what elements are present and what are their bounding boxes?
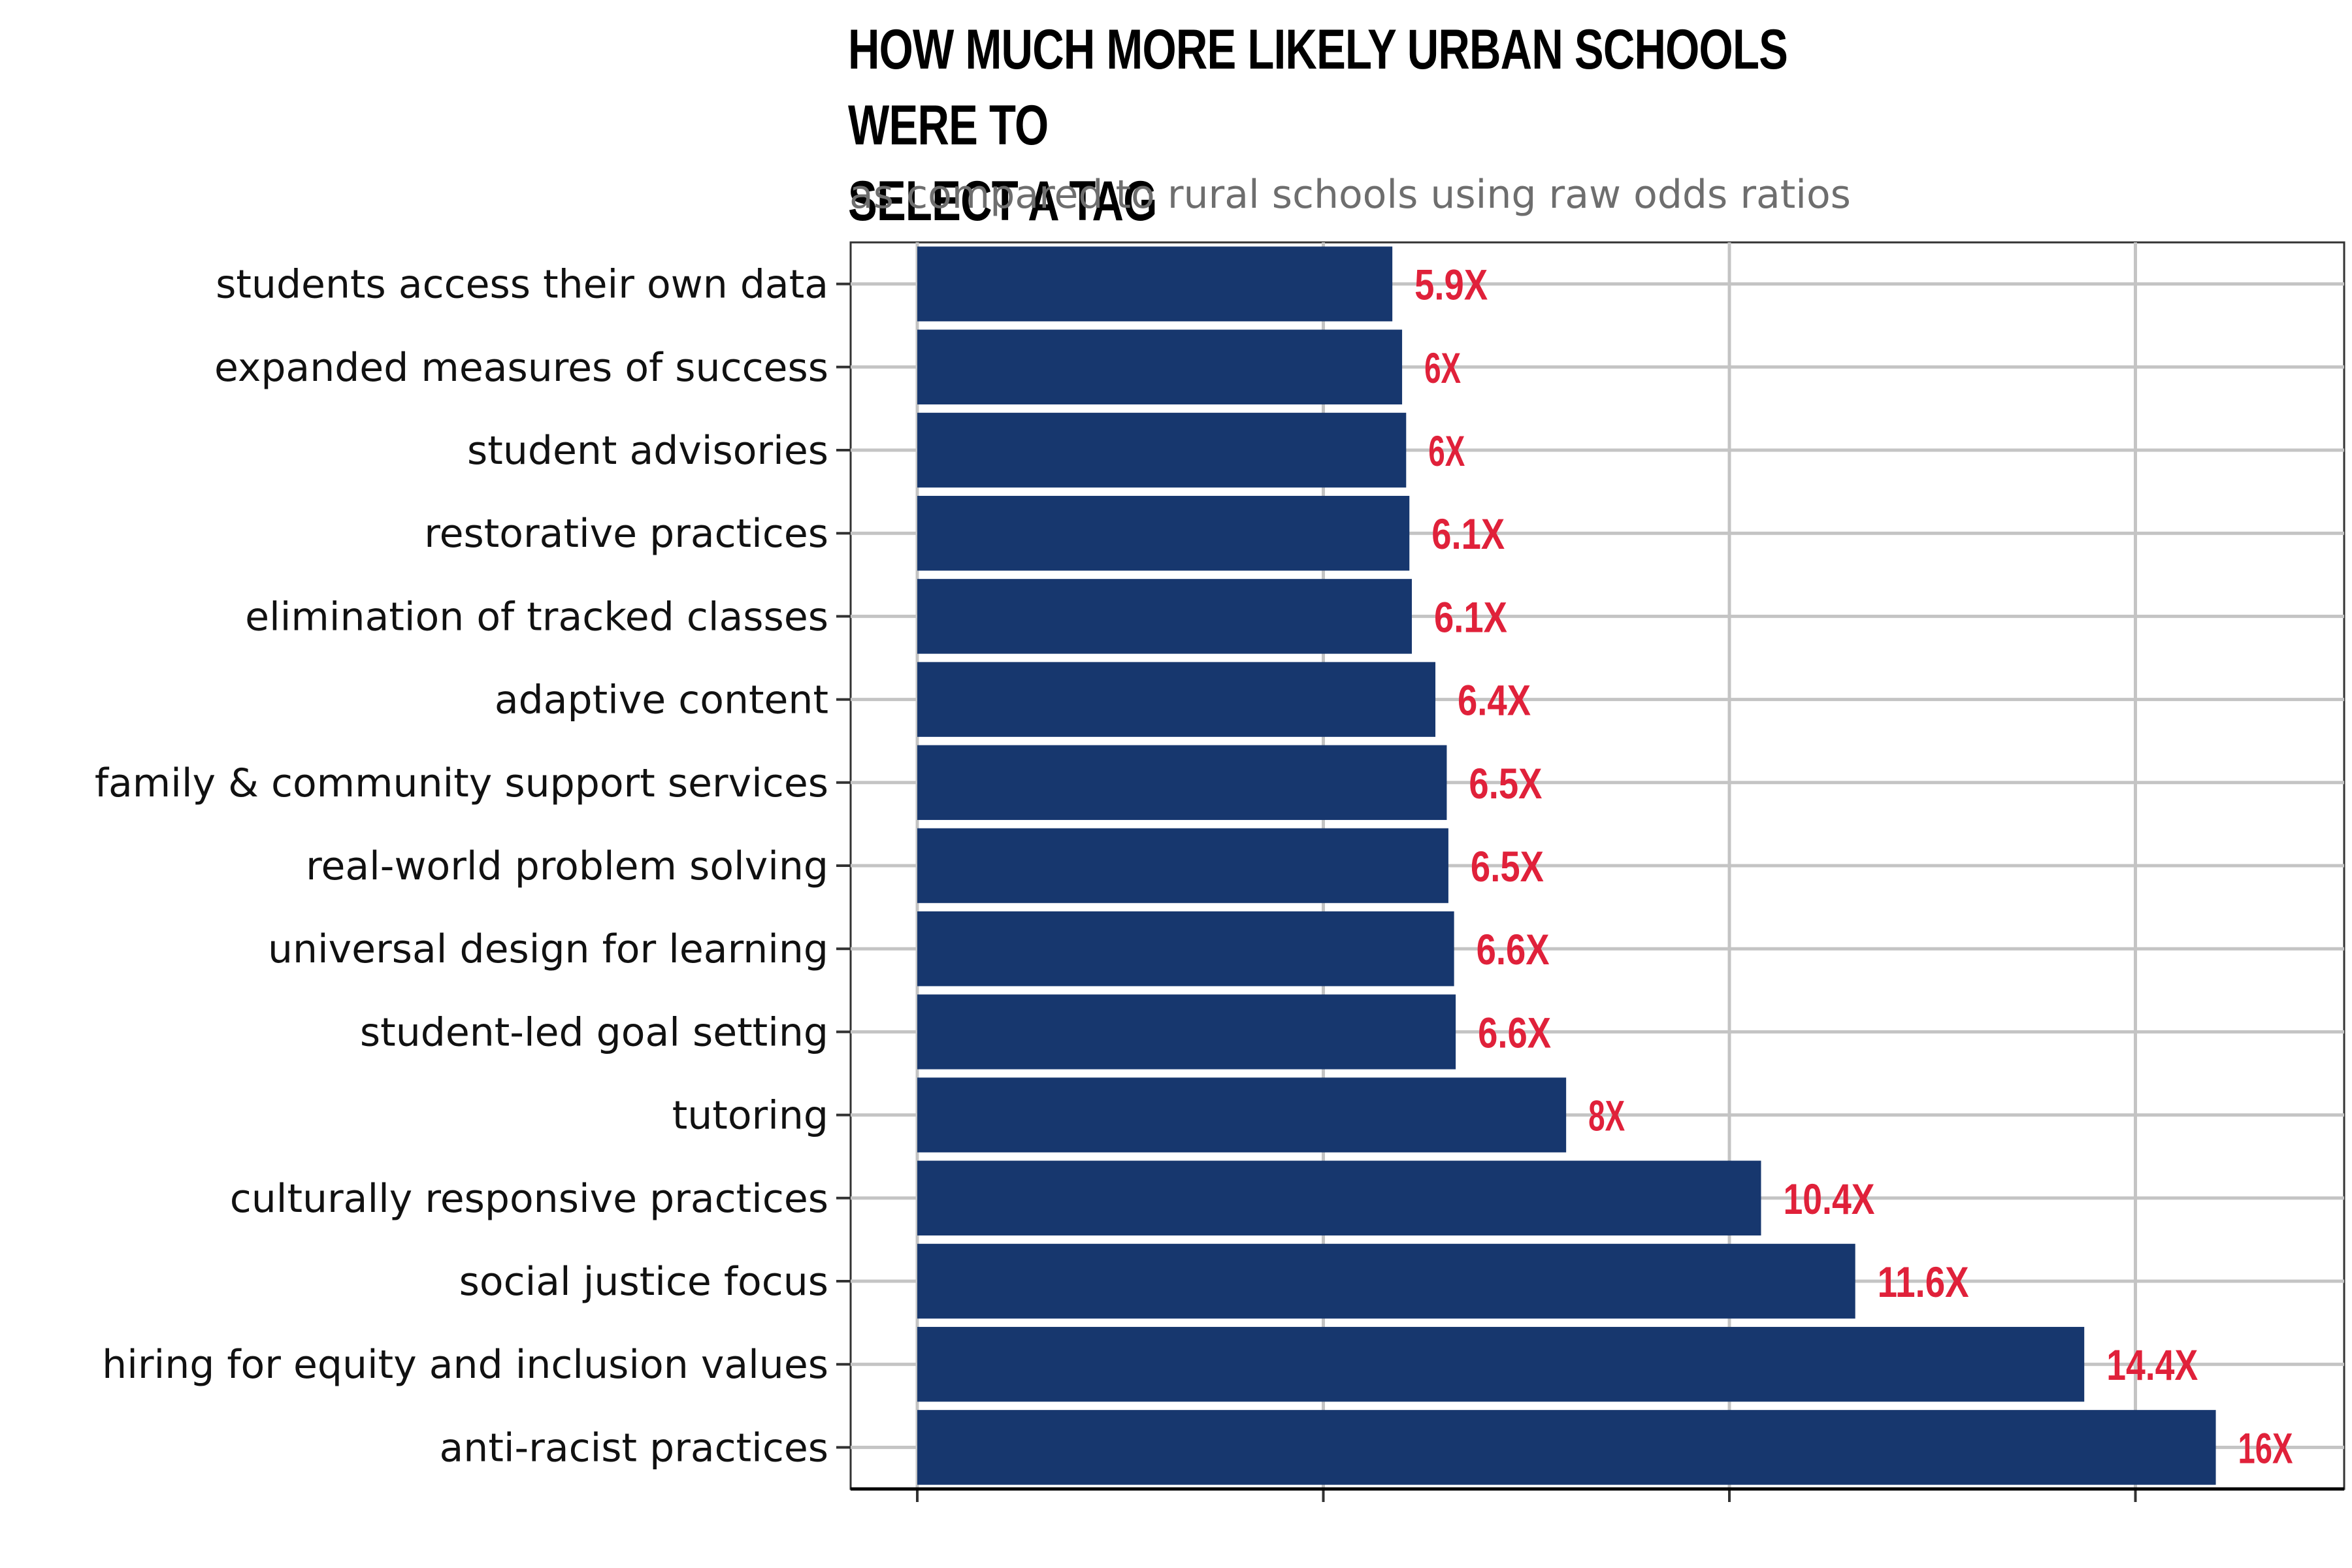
bar-value-label: 5.9X xyxy=(1414,261,1488,309)
bar-value-label: 6.5X xyxy=(1471,842,1544,890)
bar xyxy=(917,329,1403,405)
bar-value-label: 6X xyxy=(1424,344,1461,392)
bar xyxy=(917,662,1436,737)
category-label: students access their own data xyxy=(216,262,828,308)
bar xyxy=(917,828,1448,904)
category-label: hiring for equity and inclusion values xyxy=(102,1342,828,1388)
bar xyxy=(917,1243,1855,1319)
category-labels: students access their own data expanded m… xyxy=(95,262,828,1471)
category-label: expanded measures of success xyxy=(214,345,828,391)
category-label: family & community support services xyxy=(95,760,828,806)
bar-value-label: 6.6X xyxy=(1478,1008,1551,1056)
chart-title: HOW MUCH MORE LIKELY URBAN SCHOOLS WERE … xyxy=(848,18,1788,233)
category-label: anti-racist practices xyxy=(440,1425,828,1471)
bars xyxy=(917,246,2216,1485)
category-label: social justice focus xyxy=(459,1259,828,1305)
bar xyxy=(917,911,1454,987)
category-label: universal design for learning xyxy=(268,926,828,972)
category-label: student-led goal setting xyxy=(360,1009,828,1055)
bar-value-label: 16X xyxy=(2238,1424,2293,1472)
category-label: adaptive content xyxy=(495,678,828,723)
bar xyxy=(917,579,1412,654)
category-label: culturally responsive practices xyxy=(230,1176,828,1222)
bar xyxy=(917,1160,1761,1236)
bar xyxy=(917,1077,1567,1152)
category-label: restorative practices xyxy=(424,511,828,557)
bar xyxy=(917,495,1410,571)
bar xyxy=(917,994,1456,1070)
bar xyxy=(917,745,1447,821)
category-label: real-world problem solving xyxy=(306,843,828,889)
category-label: elimination of tracked classes xyxy=(245,594,828,640)
bar-value-label: 6.5X xyxy=(1469,759,1542,808)
category-label: tutoring xyxy=(672,1093,828,1139)
bar-value-label: 11.6X xyxy=(1878,1258,1969,1306)
bar-value-label: 6.4X xyxy=(1458,676,1531,725)
category-label: student advisories xyxy=(467,428,828,474)
value-labels: 5.9X 6X 6X 6.1X 6.1X 6.4X 6.5X 6.5X 6.6X 6.6X 8X 10… xyxy=(1414,261,2293,1473)
bar xyxy=(917,1326,2085,1402)
bar-value-label: 10.4X xyxy=(1783,1175,1874,1223)
chart-subtitle: as compared to rural schools using raw o… xyxy=(849,172,1851,218)
bar-value-label: 14.4X xyxy=(2106,1341,2198,1389)
bar-value-label: 6X xyxy=(1428,427,1465,475)
bar-value-label: 6.1X xyxy=(1434,593,1507,641)
bar xyxy=(917,412,1407,488)
bar xyxy=(917,246,1393,321)
bar-value-label: 6.6X xyxy=(1477,925,1550,973)
bar-value-label: 6.1X xyxy=(1431,510,1505,558)
bar xyxy=(917,1410,2216,1485)
bar-value-label: 8X xyxy=(1588,1092,1625,1140)
